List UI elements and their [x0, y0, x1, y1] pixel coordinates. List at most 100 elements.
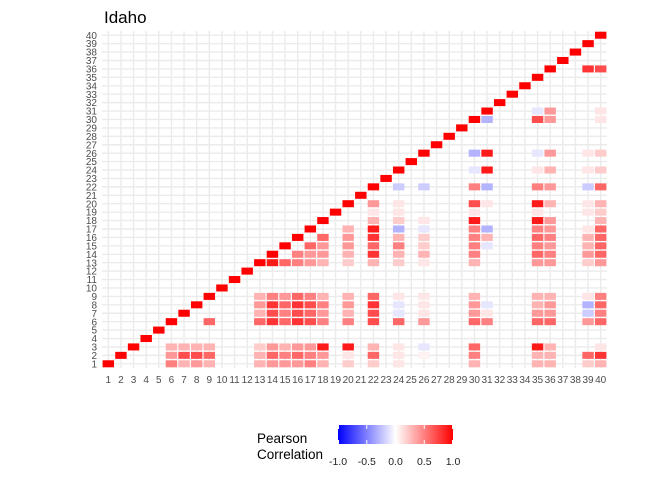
cell-1-6 [165, 360, 178, 368]
cell-2-22 [367, 351, 380, 359]
cell-2-6 [165, 351, 178, 359]
y-tick-label: 5 [91, 326, 97, 337]
y-tick-label: 27 [86, 140, 98, 151]
cell-1-15 [279, 360, 291, 368]
cell-1-35 [531, 360, 544, 368]
cell-2-20 [342, 351, 354, 359]
x-tick-label: 17 [305, 375, 317, 386]
cell-20-22 [367, 200, 380, 208]
cell-24-36 [544, 166, 556, 174]
cell-18-26 [418, 217, 430, 225]
cell-7-30 [468, 309, 481, 317]
cell-7-39 [582, 309, 594, 317]
cell-diagonal-33 [506, 90, 519, 98]
cell-7-17 [304, 309, 317, 317]
y-tick-label: 26 [86, 149, 98, 160]
cell-13-18 [317, 259, 329, 267]
color-legend: Pearson Correlation -1.0 -0.5 0.0 0.5 1.0 [257, 425, 460, 468]
cell-diagonal-40 [594, 31, 607, 39]
x-tick-label: 13 [254, 375, 266, 386]
cell-diagonal-32 [493, 99, 506, 107]
cell-14-39 [582, 250, 594, 258]
y-tick-label: 22 [86, 182, 98, 193]
x-tick-label: 18 [317, 375, 329, 386]
cell-8-30 [468, 301, 481, 309]
cell-7-16 [291, 309, 304, 317]
cell-7-22 [367, 309, 380, 317]
cell-15-20 [342, 242, 354, 250]
cell-diagonal-10 [216, 284, 228, 292]
cell-7-24 [392, 309, 405, 317]
cell-16-36 [544, 233, 556, 241]
cell-7-31 [481, 309, 493, 317]
cell-22-36 [544, 183, 556, 191]
cell-3-35 [531, 343, 544, 351]
cell-8-15 [279, 301, 291, 309]
cell-8-17 [304, 301, 317, 309]
cell-6-22 [367, 318, 380, 326]
x-tick-label: 29 [456, 375, 468, 386]
y-tick-label: 19 [86, 208, 98, 219]
x-tick-label: 27 [431, 375, 443, 386]
cell-20-31 [481, 200, 493, 208]
cell-3-9 [203, 343, 216, 351]
y-tick-label: 29 [86, 123, 98, 134]
x-tick-label: 39 [583, 375, 595, 386]
cell-19-30 [468, 208, 481, 216]
cell-18-36 [544, 217, 556, 225]
cell-30-40 [594, 115, 607, 123]
cell-20-36 [544, 200, 556, 208]
cell-30-36 [544, 115, 556, 123]
y-tick-label: 35 [86, 73, 98, 84]
cell-15-36 [544, 242, 556, 250]
cell-diagonal-14 [266, 250, 279, 258]
cell-6-26 [418, 318, 430, 326]
x-tick-label: 22 [368, 375, 380, 386]
cell-13-36 [544, 259, 556, 267]
x-tick-label: 30 [469, 375, 481, 386]
y-tick-label: 20 [86, 199, 98, 210]
cell-7-40 [594, 309, 607, 317]
y-tick-label: 4 [91, 334, 97, 345]
cell-diagonal-15 [279, 242, 291, 250]
y-tick-label: 13 [86, 258, 98, 269]
cell-1-20 [342, 360, 354, 368]
cell-6-17 [304, 318, 317, 326]
cell-diagonal-27 [430, 141, 443, 149]
cell-18-40 [594, 217, 607, 225]
legend-tick-label: -0.5 [358, 456, 376, 468]
cell-6-14 [266, 318, 279, 326]
cell-20-30 [468, 200, 481, 208]
y-tick-label: 28 [86, 132, 98, 143]
y-tick-label: 31 [86, 107, 98, 118]
cell-15-22 [367, 242, 380, 250]
cell-diagonal-29 [456, 124, 468, 132]
x-tick-label: 4 [143, 375, 149, 386]
x-tick-label: 33 [507, 375, 519, 386]
cell-22-35 [531, 183, 544, 191]
cell-9-30 [468, 292, 481, 300]
cell-1-18 [317, 360, 329, 368]
cell-3-14 [266, 343, 279, 351]
cell-6-31 [481, 318, 493, 326]
cell-17-22 [367, 225, 380, 233]
cell-diagonal-28 [443, 132, 455, 140]
x-tick-label: 38 [570, 375, 582, 386]
x-tick-label: 32 [494, 375, 506, 386]
x-tick-label: 5 [156, 375, 162, 386]
cell-15-17 [304, 242, 317, 250]
cell-26-39 [582, 149, 594, 157]
cell-6-24 [392, 318, 405, 326]
cell-20-35 [531, 200, 544, 208]
cell-36-40 [594, 65, 607, 73]
cell-15-35 [531, 242, 544, 250]
cell-3-15 [279, 343, 291, 351]
cell-2-9 [203, 351, 216, 359]
cell-diagonal-13 [254, 259, 266, 267]
cell-8-13 [254, 301, 266, 309]
x-tick-label: 10 [216, 375, 228, 386]
x-axis-tick-labels: 1 2 3 4 5 6 7 8 9 10 11 12 13 14 15 16 17 18 19 20 21 22 23 24 2… [106, 375, 607, 386]
cell-6-13 [254, 318, 266, 326]
cell-1-39 [582, 360, 594, 368]
cell-22-26 [418, 183, 430, 191]
